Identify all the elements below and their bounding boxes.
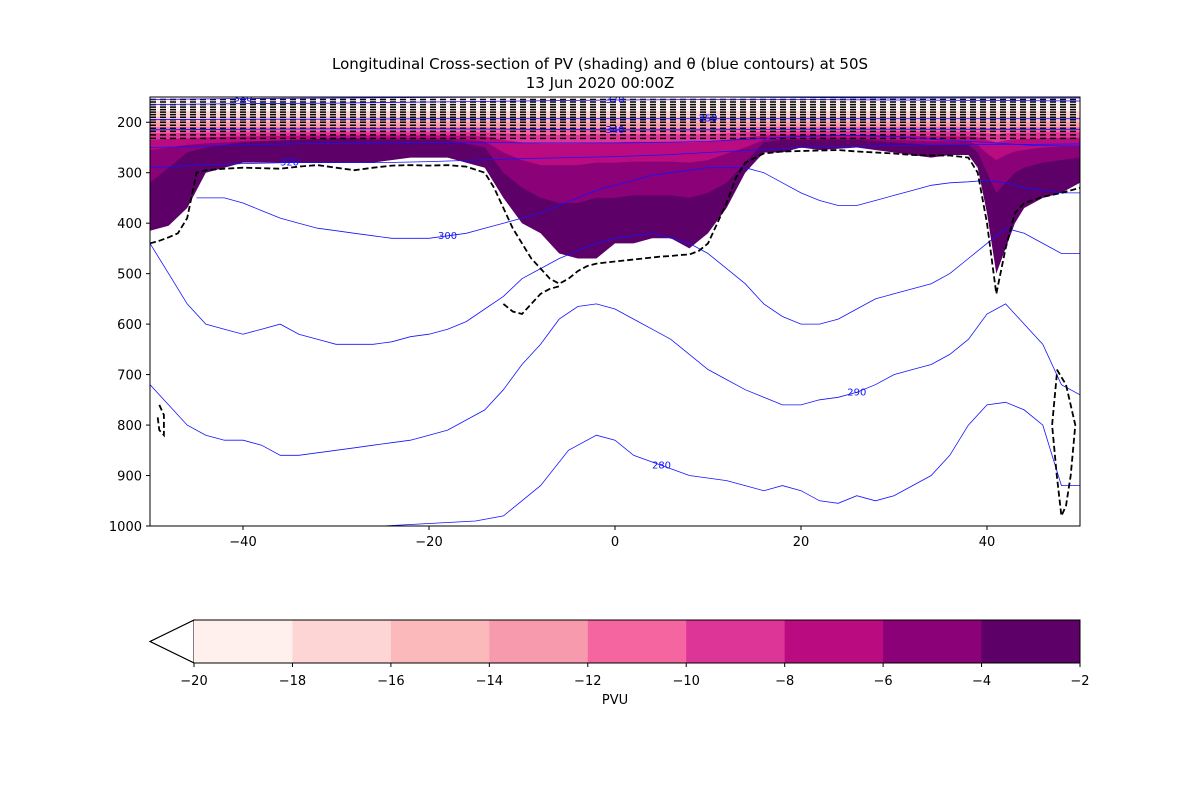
colorbar-label: PVU	[602, 693, 628, 708]
y-tick-label: 400	[117, 217, 142, 232]
x-tick-label: 20	[793, 535, 810, 550]
colorbar-tick-label: −2	[1070, 674, 1089, 689]
theta-label-300: 300	[438, 231, 457, 242]
theta-contour-unlabeled-5	[150, 134, 1080, 148]
theta-label-350: 350	[698, 114, 717, 125]
theta-label-290: 290	[847, 387, 866, 398]
theta-contour-280	[382, 401, 1080, 526]
y-tick-label: 1000	[109, 520, 142, 535]
theta-label-280: 280	[652, 460, 671, 471]
plot-area: 280 290 300 320 340 350 370 380	[150, 94, 1080, 526]
colorbar-swatch	[292, 620, 392, 663]
theta-contour-340	[150, 128, 1080, 131]
theta-contour-300	[196, 167, 1080, 239]
theta-contour-unlabeled-2	[150, 227, 1080, 345]
colorbar-tick-label: −20	[180, 674, 207, 689]
colorbar-tick-label: −6	[874, 674, 893, 689]
pv-minus2-contour-3	[1051, 369, 1077, 520]
colorbar-outline	[148, 619, 1081, 664]
x-tick-label: −40	[229, 535, 256, 550]
colorbar-tick-label: −12	[574, 674, 601, 689]
pv-minus2-contour-4	[156, 404, 165, 438]
theta-contour-350	[150, 118, 1080, 121]
axes: −40 −20 0 20 40 200 300 400 500 600 700 800 900 1000	[109, 116, 995, 550]
colorbar-tick-label: −14	[476, 674, 503, 689]
colorbar-swatch	[587, 620, 687, 663]
colorbar-swatch	[489, 620, 589, 663]
colorbar-tick-label: −10	[673, 674, 700, 689]
colorbar-tick-label: −8	[775, 674, 794, 689]
colorbar-swatch	[784, 620, 884, 663]
colorbar-tick-label: −16	[377, 674, 404, 689]
colorbar-swatch	[194, 620, 293, 663]
colorbar-swatch	[686, 620, 786, 663]
pv-minus2-contour-2	[502, 285, 560, 316]
theta-contour-320	[150, 143, 1080, 169]
chart-title: Longitudinal Cross-section of PV (shadin…	[331, 55, 869, 73]
x-tick-label: 0	[611, 535, 619, 550]
theta-label-340: 340	[605, 125, 624, 136]
y-tick-label: 200	[117, 116, 142, 131]
y-tick-label: 600	[117, 318, 142, 333]
colorbar-swatch	[981, 620, 1081, 663]
colorbar-tick-label: −18	[279, 674, 306, 689]
theta-contour-370	[150, 99, 1080, 105]
theta-contour-380	[150, 97, 1080, 100]
y-tick-label: 700	[117, 369, 142, 384]
chart-subtitle: 13 Jun 2020 00:00Z	[525, 74, 675, 92]
y-tick-label: 800	[117, 419, 142, 434]
y-tick-label: 900	[117, 470, 142, 485]
colorbar-swatch	[390, 620, 490, 663]
y-tick-label: 500	[117, 268, 142, 283]
colorbar: −20 −18 −16 −14 −12 −10 −8 −6 −4 −2 PVU	[148, 619, 1090, 708]
colorbar-extend-min	[148, 619, 195, 664]
x-tick-label: 40	[979, 535, 996, 550]
y-tick-label: 300	[117, 167, 142, 182]
theta-contour-290	[150, 303, 1080, 456]
theta-label-320: 320	[280, 158, 299, 169]
theta-label-370: 370	[605, 95, 624, 106]
colorbar-tick-label: −4	[972, 674, 991, 689]
colorbar-swatch	[883, 620, 983, 663]
pv-minus2-contour-1	[150, 149, 1080, 294]
x-tick-label: −20	[415, 535, 442, 550]
theta-label-380: 380	[233, 94, 252, 105]
